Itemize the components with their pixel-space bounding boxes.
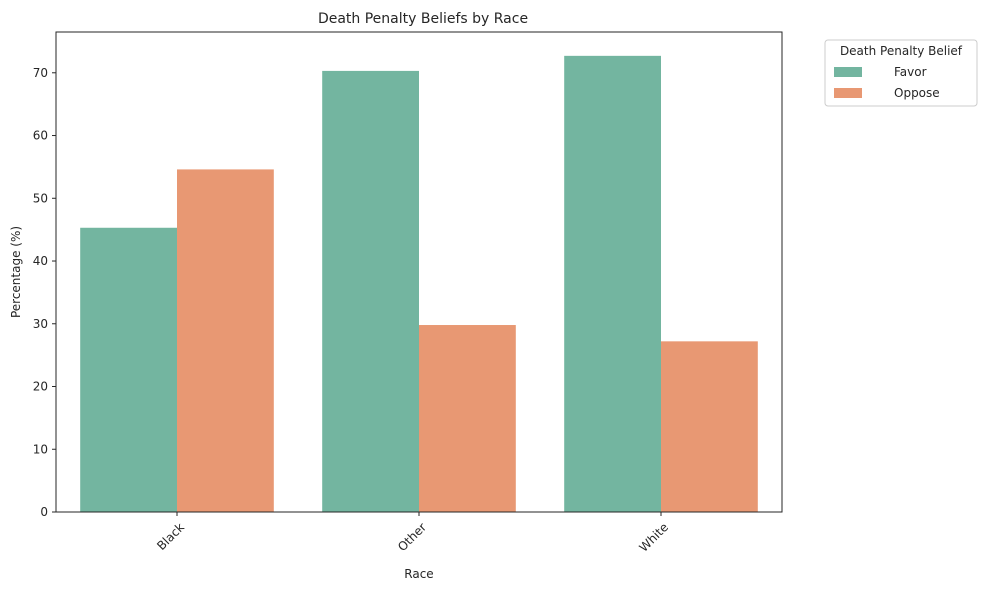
y-axis-label: Percentage (%): [9, 226, 23, 318]
bar-oppose-black: [177, 169, 274, 513]
y-tick-label: 20: [33, 380, 48, 394]
bar-favor-other: [322, 70, 419, 512]
y-tick-label: 50: [33, 191, 48, 205]
legend-box: [824, 39, 978, 107]
y-tick-label: 60: [33, 129, 48, 143]
bar-oppose-other: [419, 325, 516, 512]
x-tick-label-black: Black: [154, 520, 187, 553]
legend: Death Penalty Belief Favor Oppose: [824, 39, 978, 107]
bar-oppose-white: [661, 341, 758, 512]
y-tick-label: 0: [40, 505, 48, 519]
chart-title: Death Penalty Beliefs by Race: [318, 11, 528, 27]
y-tick-label: 70: [33, 66, 48, 80]
y-axis: 0 10 20 30 40 50 60 70: [33, 66, 56, 519]
x-axis-label: Race: [404, 567, 433, 581]
bar-favor-white: [564, 55, 661, 512]
x-axis: Black Other White: [154, 512, 671, 555]
legend-swatch-oppose: [834, 88, 862, 98]
y-tick-label: 40: [33, 254, 48, 268]
x-tick-label-other: Other: [395, 520, 429, 554]
bar-favor-black: [80, 227, 177, 512]
legend-swatch-favor: [834, 67, 862, 77]
y-tick-label: 10: [33, 442, 48, 456]
y-tick-label: 30: [33, 317, 48, 331]
legend-label-oppose: Oppose: [894, 86, 940, 100]
plot-frame: [55, 31, 783, 513]
bars-group: [80, 55, 758, 513]
legend-label-favor: Favor: [894, 65, 927, 79]
x-tick-label-white: White: [636, 520, 671, 555]
legend-title: Death Penalty Belief: [840, 44, 963, 58]
